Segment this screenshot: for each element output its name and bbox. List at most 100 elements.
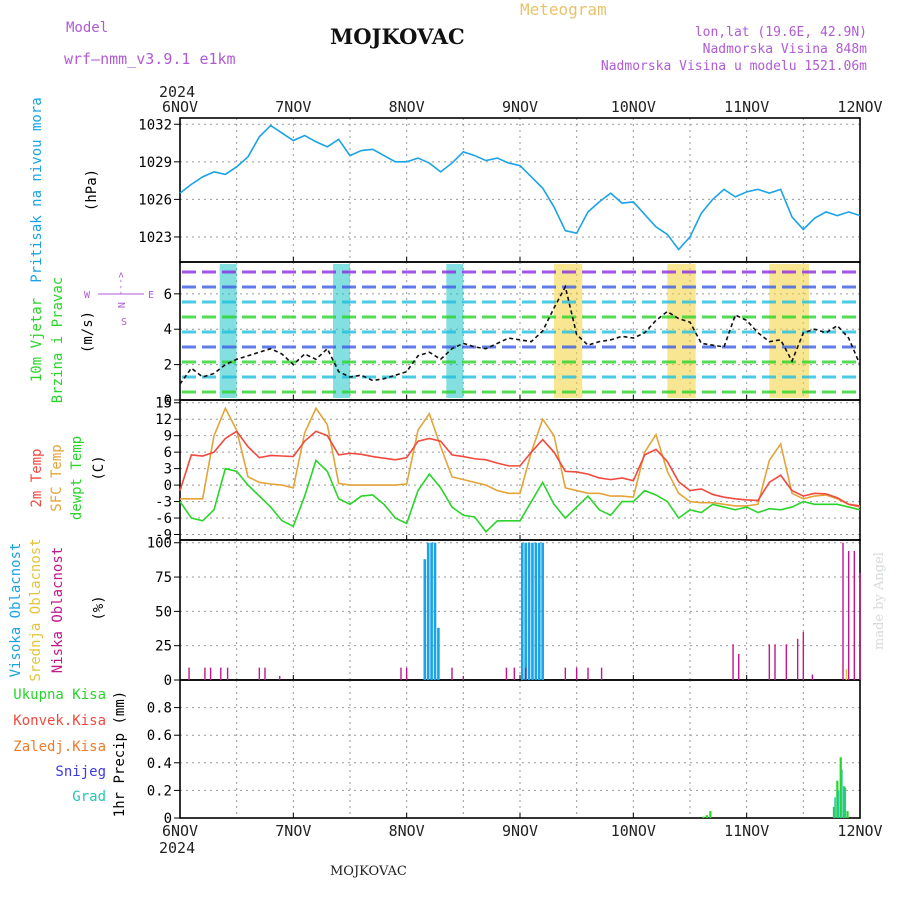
pressure-panel: 1023 1026 1029 1032 xyxy=(138,117,861,263)
low-cloud-bar xyxy=(802,631,805,680)
clouds-ytick-label: 75 xyxy=(155,570,172,586)
total-precip-bar xyxy=(705,815,709,818)
low-cloud-bar xyxy=(853,550,856,680)
lonlat-label: lon,lat (19.6E, 42.9N) xyxy=(694,25,867,40)
compass-s: S xyxy=(121,317,127,328)
total-precip-bar xyxy=(832,806,836,818)
low-cloud-bar xyxy=(859,572,861,680)
low-cloud-bar xyxy=(400,667,402,680)
cloud-unit: (%) xyxy=(91,595,107,620)
bottom-date-label: 7NOV xyxy=(275,822,311,840)
top-date-label: 8NOV xyxy=(389,98,425,116)
low-cloud-bar xyxy=(785,644,788,680)
hail-bar xyxy=(844,787,847,818)
high-cloud-bar xyxy=(541,542,544,680)
temp-unit: (C) xyxy=(91,455,107,480)
temp-ylabel-sfc: SFC Temp xyxy=(49,444,65,511)
clouds-ytick-label: 50 xyxy=(155,604,172,620)
precipitation-ytick-label: 0 xyxy=(164,811,172,827)
low-cloud-bar xyxy=(738,653,740,680)
top-date-label: 12NOV xyxy=(837,98,882,116)
low-cloud-bar xyxy=(600,667,603,680)
model-altitude-label: Nadmorska Visina u modelu 1521.06m xyxy=(600,59,867,74)
precipitation-ytick-label: 0.4 xyxy=(147,756,172,772)
temperature-ytick-label: -9 xyxy=(155,528,172,544)
low-cloud-bar xyxy=(524,667,527,680)
high-cloud-bar xyxy=(534,542,538,680)
temperature-ytick-label: 15 xyxy=(155,396,172,412)
low-cloud-bar xyxy=(732,644,734,680)
total-precip-bar xyxy=(846,811,849,818)
wind-ytick-label: 4 xyxy=(164,322,172,338)
precipitation-panel: 0 0.2 0.4 0.6 0.8 xyxy=(147,679,861,827)
high-cloud-bar xyxy=(433,542,437,680)
pressure-unit: (hPa) xyxy=(84,169,100,211)
low-cloud-bar xyxy=(513,667,516,680)
bottom-date-label: 8NOV xyxy=(389,822,425,840)
top-date-label: 6NOV xyxy=(162,98,198,116)
top-date-label: 10NOV xyxy=(611,98,656,116)
precipitation-ytick-label: 0.2 xyxy=(147,783,172,799)
sfc-temp-line xyxy=(180,406,861,508)
2m-temp-line xyxy=(179,430,861,507)
low-cloud-bar xyxy=(204,667,206,680)
temperature-ytick-label: 9 xyxy=(164,429,172,445)
bottom-date-label: 9NOV xyxy=(502,822,538,840)
pressure-ytick-label: 1029 xyxy=(138,155,172,171)
low-cloud-bar xyxy=(564,667,567,680)
mid-cloud-bar xyxy=(845,669,848,680)
top-date-label: 7NOV xyxy=(275,98,311,116)
top-date-label: 11NOV xyxy=(724,98,769,116)
compass-w: W xyxy=(84,290,91,301)
high-cloud-bar xyxy=(531,542,534,680)
low-cloud-bar xyxy=(505,667,508,680)
bottom-date-label: 11NOV xyxy=(724,822,769,840)
page-title: MOJKOVAC xyxy=(330,24,465,49)
pressure-ytick-label: 1026 xyxy=(138,192,172,208)
low-cloud-bar xyxy=(811,674,814,680)
model-name: wrf—nmm_v3.9.1 e1km xyxy=(64,50,236,68)
precip-legend-item: Snijeg xyxy=(55,764,106,780)
high-cloud-bar xyxy=(426,542,430,680)
pressure-line xyxy=(179,124,861,251)
low-cloud-bar xyxy=(575,667,578,680)
low-cloud-bar xyxy=(226,667,229,680)
low-cloud-bar xyxy=(220,667,222,680)
precipitation-ytick-label: 0.6 xyxy=(147,728,172,744)
total-precip-bar xyxy=(843,786,846,818)
low-cloud-bar xyxy=(405,667,408,680)
low-cloud-bar xyxy=(258,667,261,680)
temperature-ytick-label: 6 xyxy=(164,445,172,461)
wind-ylabel-2: Brzina i Pravac xyxy=(50,277,66,403)
temperature-ytick-label: 0 xyxy=(164,478,172,494)
dewpt-temp-line xyxy=(179,458,861,533)
bottom-year-label: 2024 xyxy=(159,839,195,857)
pressure-ytick-label: 1032 xyxy=(138,117,172,133)
temperature-ytick-label: 3 xyxy=(164,462,172,478)
low-cloud-bar xyxy=(264,667,266,680)
wind-unit: (m/s) xyxy=(80,311,96,353)
wind-ytick-label: 0 xyxy=(164,393,172,409)
wind-ytick-label: 2 xyxy=(164,358,172,374)
compass-n: <--- N xyxy=(115,272,126,308)
low-cloud-bar xyxy=(842,542,844,680)
low-cloud-bar xyxy=(188,667,190,680)
wind-band xyxy=(333,264,350,398)
compass-e: E xyxy=(148,290,154,301)
clouds-ytick-label: 0 xyxy=(164,673,172,689)
clouds-ytick-label: 100 xyxy=(147,536,172,552)
wind-ylabel-1: 10m Vjetar xyxy=(29,298,45,382)
total-precip-bar xyxy=(836,780,839,818)
precip-legend-item: Zaledj.Kisa xyxy=(13,739,106,755)
temperature-ytick-label: 12 xyxy=(155,412,172,428)
top-year-label: 2024 xyxy=(159,83,195,101)
bottom-date-label: 10NOV xyxy=(611,822,656,840)
low-cloud-bar xyxy=(847,550,850,680)
hail-bar xyxy=(834,797,836,818)
clouds-panel: 0 25 50 75 100 xyxy=(147,536,861,689)
temp-ylabel-dewpt: dewpt Temp xyxy=(69,436,85,520)
wind-ytick-label: 6 xyxy=(164,287,172,303)
clouds-frame xyxy=(179,539,861,681)
high-cloud-bar xyxy=(520,542,524,680)
